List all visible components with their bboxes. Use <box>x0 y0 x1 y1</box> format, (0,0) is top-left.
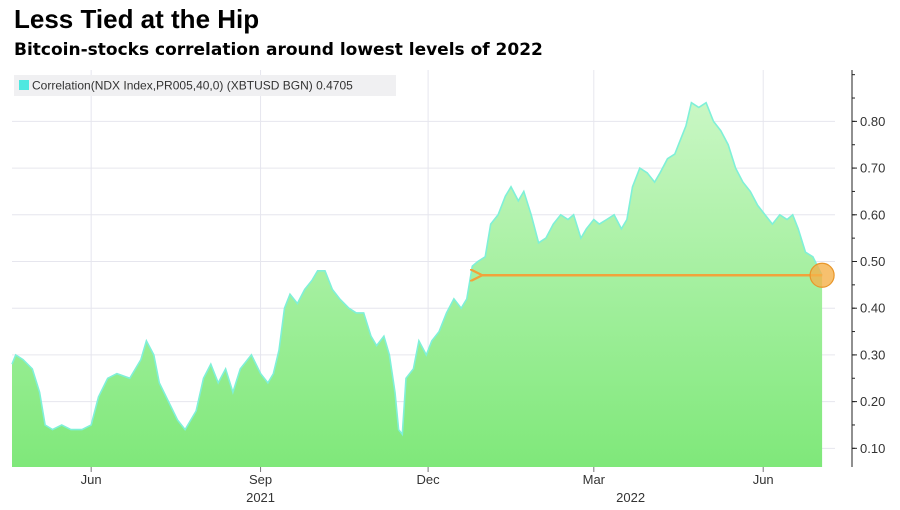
series-area <box>12 102 823 467</box>
y-tick-label: 0.10 <box>860 441 885 456</box>
x-tick-label: Dec <box>417 472 441 487</box>
legend: Correlation(NDX Index,PR005,40,0) (XBTUS… <box>14 75 396 96</box>
x-year-label: 2021 <box>246 490 275 505</box>
y-tick-label: 0.60 <box>860 207 885 222</box>
y-tick-label: 0.30 <box>860 347 885 362</box>
y-tick-label: 0.40 <box>860 301 885 316</box>
y-tick-label: 0.20 <box>860 394 885 409</box>
chart-title: Less Tied at the Hip <box>14 4 260 34</box>
x-tick-label: Jun <box>753 472 774 487</box>
annotation-circle <box>809 262 835 288</box>
y-axis: 0.10 0.20 0.30 0.40 0.50 0.60 0.70 0.80 <box>851 70 885 467</box>
x-year-label: 2022 <box>616 490 645 505</box>
y-tick-label: 0.70 <box>860 161 885 176</box>
legend-box <box>14 75 396 96</box>
legend-label: Correlation(NDX Index,PR005,40,0) (XBTUS… <box>32 79 353 93</box>
annotations <box>480 262 835 288</box>
y-tick-label: 0.80 <box>860 114 885 129</box>
x-tick-label: Mar <box>583 472 606 487</box>
series-line <box>11 101 823 437</box>
x-tick-label: Jun <box>81 472 102 487</box>
x-axis: Jun Sep Dec Mar Jun 2021 2022 <box>81 467 774 505</box>
legend-swatch <box>19 80 29 90</box>
chart-subtitle: Bitcoin-stocks correlation around lowest… <box>14 40 543 60</box>
x-tick-label: Sep <box>249 472 272 487</box>
y-tick-label: 0.50 <box>860 254 885 269</box>
